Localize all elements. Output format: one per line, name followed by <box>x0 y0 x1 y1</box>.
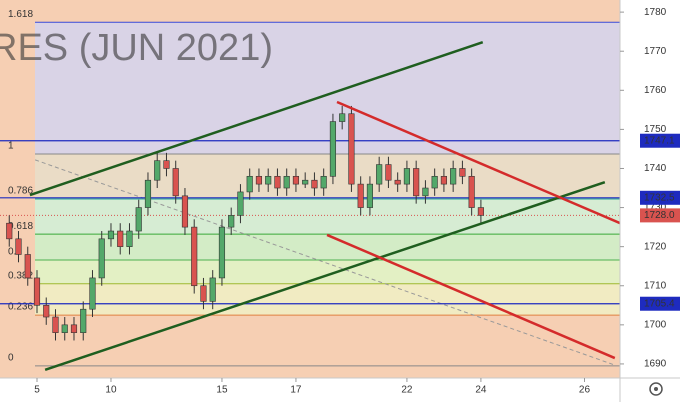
trend-line <box>44 180 606 371</box>
fib-label: 0.786 <box>8 186 33 197</box>
candle-body <box>403 168 410 185</box>
candle-body <box>237 191 244 216</box>
trend-line <box>29 41 484 197</box>
plot-area: 1.618 1 0.786 0.618 0.5 0.382 0.236 0 RES (JUN 2… <box>0 0 620 378</box>
fib-label: 0.382 <box>8 270 33 281</box>
candle-body <box>80 308 87 333</box>
candle-body <box>181 195 189 228</box>
y-tick-label: 1710 <box>644 280 667 291</box>
candle-body <box>117 230 124 247</box>
candle-body <box>246 175 253 193</box>
trend-line <box>326 233 616 360</box>
price-label-box <box>640 190 680 205</box>
candle-body <box>163 160 170 169</box>
fib-label: 0.236 <box>8 302 33 313</box>
x-tick-label: 24 <box>475 385 487 396</box>
candle-body <box>357 183 364 208</box>
candle-body <box>274 175 281 189</box>
candle-body <box>385 164 392 181</box>
watermark: RES (JUN 2021) <box>0 27 273 69</box>
x-tick-label: 17 <box>290 385 302 396</box>
candle-body <box>348 113 355 185</box>
y-tick-label: 1690 <box>644 359 667 370</box>
fib-band <box>35 154 620 199</box>
candle-body <box>70 324 78 333</box>
y-tick-label: 1700 <box>644 319 667 330</box>
fib-band <box>35 283 620 316</box>
candle-body <box>265 175 272 185</box>
candle-body <box>311 179 318 189</box>
y-tick-label: 1770 <box>644 46 667 57</box>
candle-body <box>52 316 59 333</box>
candle-body <box>24 254 31 279</box>
x-tick-label: 15 <box>216 385 228 396</box>
candle-body <box>320 175 327 189</box>
candle-body <box>413 168 420 197</box>
x-tick-label: 5 <box>34 385 40 396</box>
candle-body <box>283 175 290 189</box>
last-price-box <box>640 208 680 223</box>
candle-body <box>459 168 466 177</box>
y-tick-label: 1730 <box>644 202 667 213</box>
candle-body <box>422 187 429 197</box>
price-label-box <box>640 296 680 311</box>
candle-body <box>200 285 207 302</box>
fib-band <box>35 259 620 284</box>
candle-body <box>43 304 50 318</box>
candle-body <box>172 168 179 197</box>
candle-body <box>376 164 383 185</box>
candle-body <box>394 179 401 185</box>
x-tick-label: 22 <box>401 385 413 396</box>
y-tick-label: 1780 <box>644 7 667 18</box>
y-tick-label: 1750 <box>644 124 667 135</box>
candle-body <box>339 113 346 122</box>
price-label: 1705.4 <box>644 298 675 309</box>
candle-body <box>228 215 235 228</box>
candle-body <box>191 226 198 287</box>
x-tick-label: 26 <box>579 385 591 396</box>
candle-body <box>144 179 152 208</box>
fib-label: 0 <box>8 353 14 364</box>
candle-body <box>218 226 226 279</box>
fib-band <box>35 22 620 155</box>
price-label-box <box>640 133 680 148</box>
settings-icon[interactable] <box>649 382 663 396</box>
candle-body <box>107 230 115 240</box>
trend-line <box>336 100 620 225</box>
candle-body <box>61 324 68 333</box>
last-price-label: 1728.0 <box>644 210 675 221</box>
fib-label: 1 <box>8 141 14 152</box>
candle-body <box>302 179 309 185</box>
fib-label: 0.618 <box>8 221 33 232</box>
candle-body <box>431 175 438 189</box>
candle-body <box>366 183 374 208</box>
candle-body <box>209 277 216 302</box>
y-tick-label: 1760 <box>644 85 667 96</box>
candle-body <box>477 207 484 216</box>
price-label: 1747.1 <box>644 135 675 146</box>
y-tick-label: 1720 <box>644 241 667 252</box>
candle-body <box>450 168 457 185</box>
fib-label: 1.618 <box>8 9 33 20</box>
candle-body <box>440 175 447 185</box>
candle-body <box>33 277 41 306</box>
candle-body <box>468 175 475 208</box>
candle-body <box>6 222 13 240</box>
x-tick-label: 10 <box>105 385 117 396</box>
candle-body <box>89 277 96 310</box>
candle-body <box>292 175 300 185</box>
dashed-line <box>34 159 615 366</box>
fib-label: 0.5 <box>8 247 22 258</box>
candle-body <box>135 207 142 232</box>
candle-body <box>329 121 337 177</box>
y-tick-label: 1740 <box>644 163 667 174</box>
candle-body <box>154 160 161 181</box>
fib-band <box>35 198 620 235</box>
candle-body <box>15 238 22 255</box>
candle-body <box>98 238 105 279</box>
candle-body <box>126 230 133 247</box>
candle-body <box>255 175 263 185</box>
price-label: 1732.5 <box>644 192 675 203</box>
